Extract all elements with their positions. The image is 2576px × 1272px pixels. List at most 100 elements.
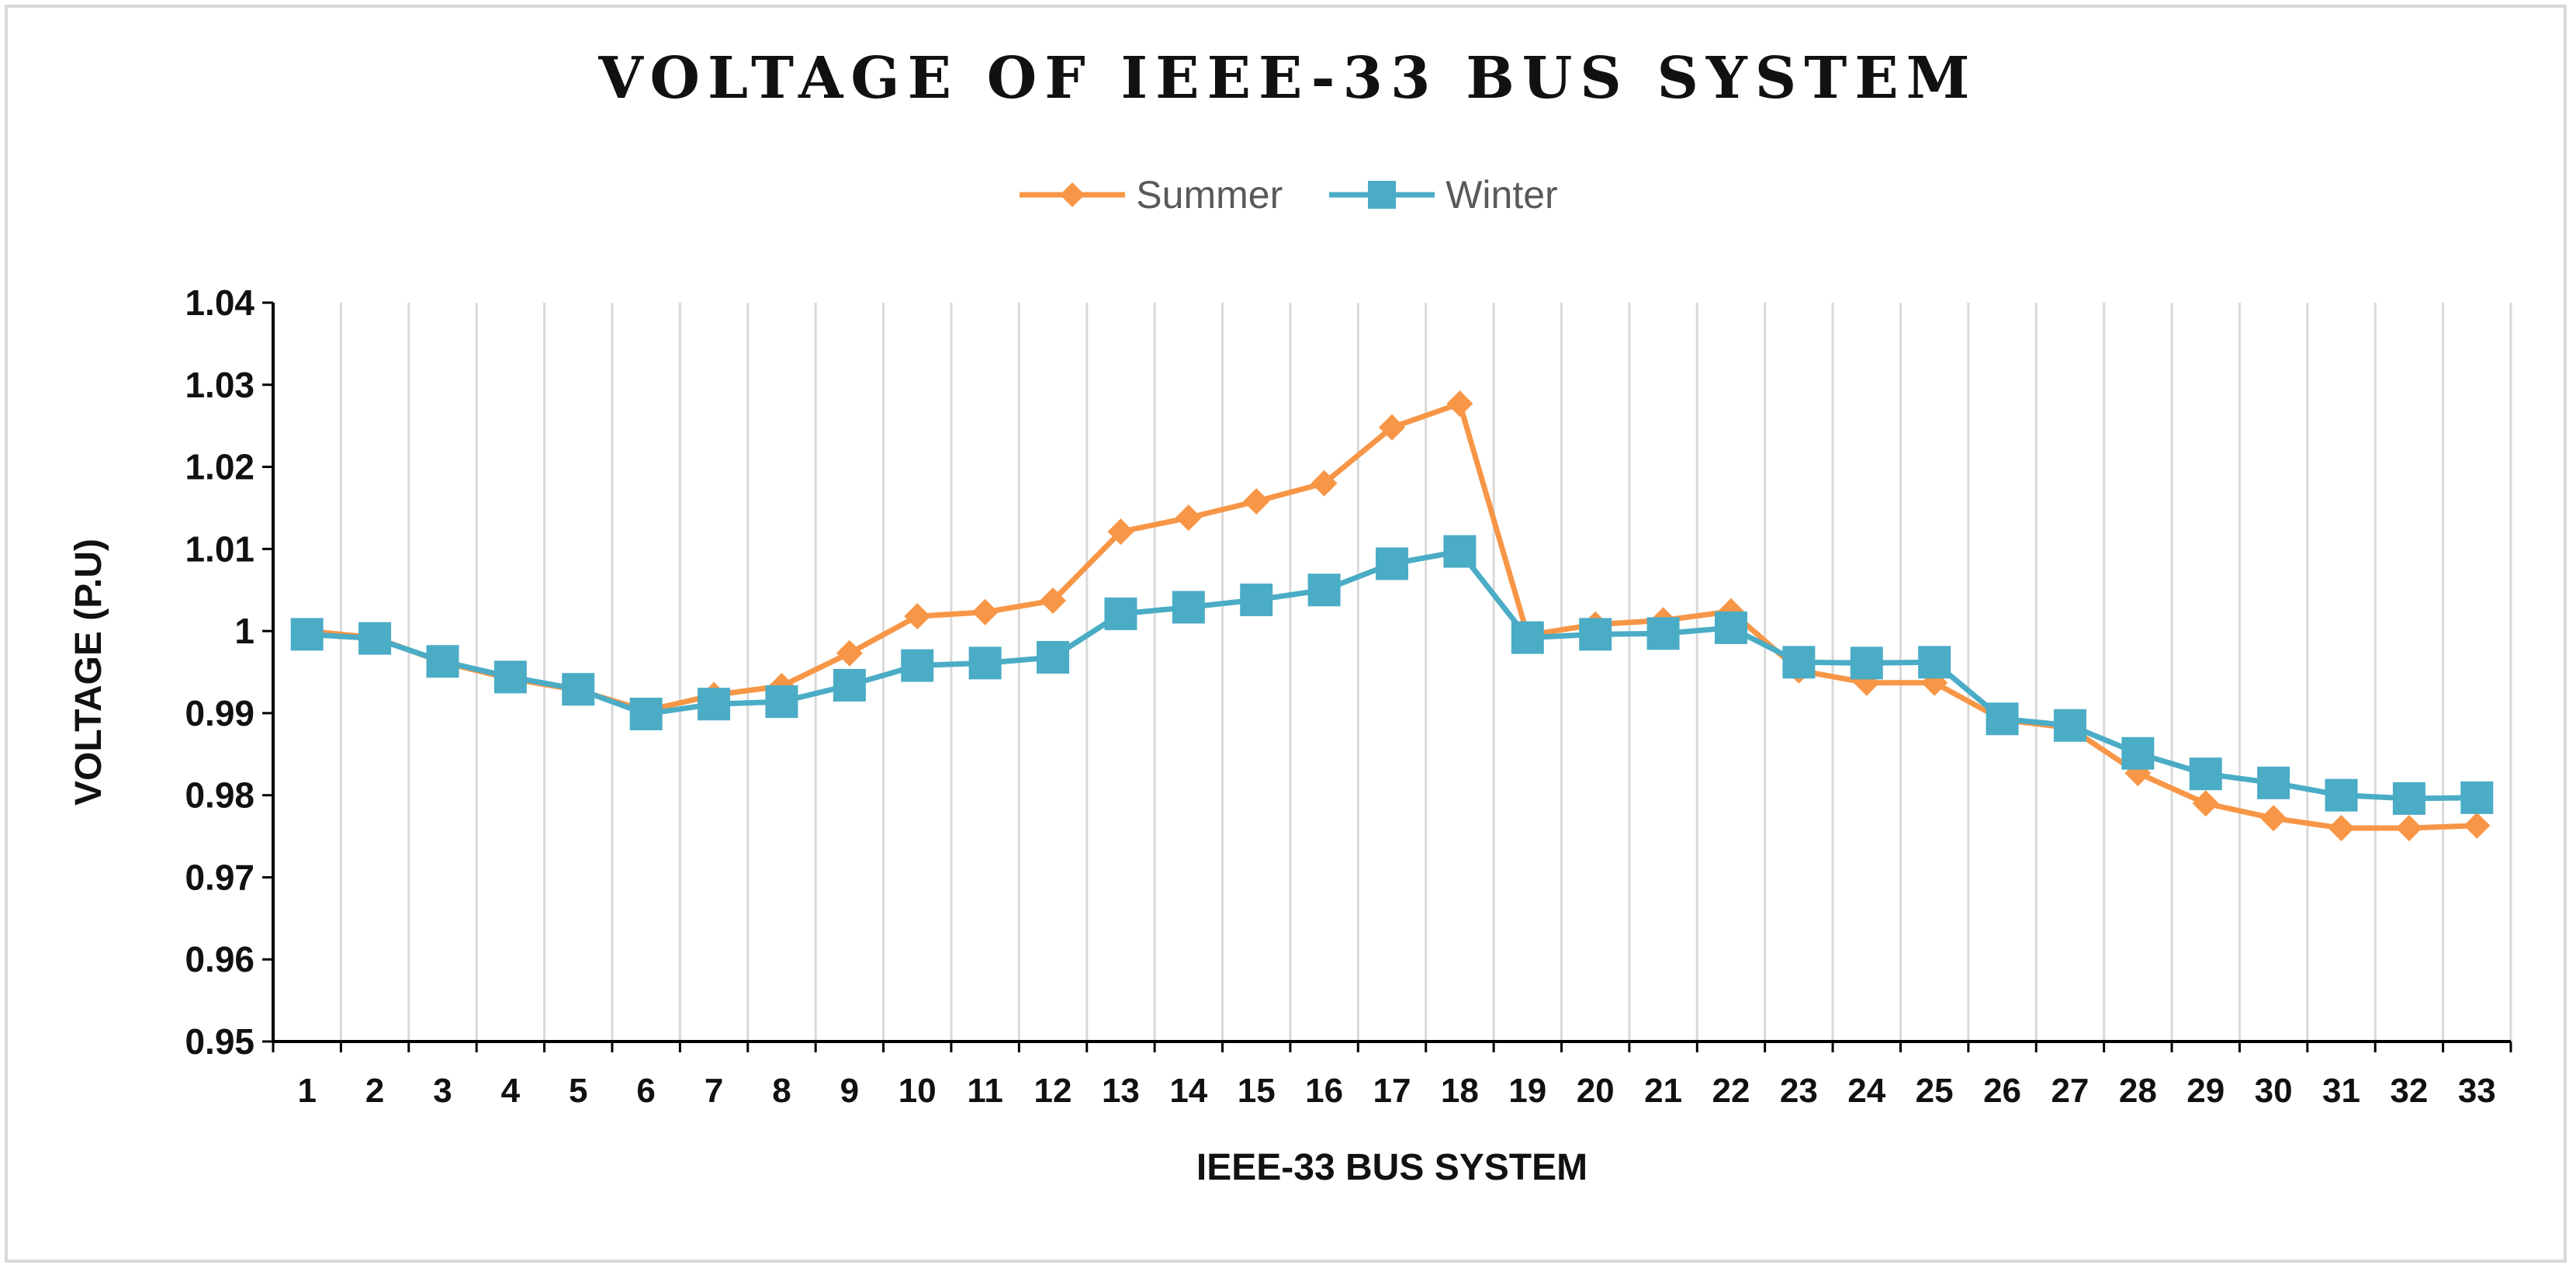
- x-axis-label: IEEE-33 BUS SYSTEM: [1196, 1147, 1587, 1188]
- data-point-winter[interactable]: [833, 668, 866, 702]
- x-tick-label: 11: [967, 1072, 1003, 1110]
- data-point-summer[interactable]: [1379, 414, 1405, 441]
- axes: [272, 303, 2512, 1052]
- x-tick-label: 7: [705, 1072, 723, 1110]
- data-point-winter[interactable]: [2460, 781, 2494, 814]
- y-tick-label: 1.03: [185, 365, 254, 405]
- data-point-summer[interactable]: [2328, 814, 2355, 841]
- data-point-winter[interactable]: [765, 685, 798, 719]
- x-tick-label: 9: [840, 1072, 859, 1110]
- data-point-summer[interactable]: [1311, 470, 1338, 497]
- x-tick-label: 30: [2255, 1072, 2293, 1110]
- data-point-summer[interactable]: [2260, 805, 2287, 832]
- x-tick-label: 32: [2390, 1072, 2428, 1110]
- data-point-winter[interactable]: [2325, 778, 2358, 812]
- x-tick-label: 2: [365, 1072, 384, 1110]
- x-tick-label: 12: [1034, 1072, 1072, 1110]
- x-tick-label: 8: [772, 1072, 791, 1110]
- data-point-summer[interactable]: [1243, 487, 1270, 515]
- x-tick-label: 16: [1305, 1072, 1343, 1110]
- data-point-winter[interactable]: [493, 660, 527, 694]
- data-point-summer[interactable]: [1040, 587, 1067, 614]
- data-point-winter[interactable]: [290, 618, 324, 651]
- chart-title: VOLTAGE OF IEEE-33 BUS SYSTEM: [598, 45, 1978, 112]
- x-tick-label: 23: [1780, 1072, 1818, 1110]
- data-point-winter[interactable]: [2257, 766, 2290, 799]
- legend-label-winter: Winter: [1446, 173, 1558, 217]
- data-point-winter[interactable]: [2392, 782, 2425, 815]
- x-tick-label: 10: [898, 1072, 937, 1110]
- data-point-winter[interactable]: [901, 649, 934, 682]
- x-tick-label: 26: [1983, 1072, 2021, 1110]
- data-point-summer[interactable]: [2463, 812, 2491, 839]
- y-axis-ticks: 0.95 0.96 0.97 0.98 0.99 1 1.01 1.02 1.03 1.04: [185, 282, 273, 1062]
- chart-frame: [5, 5, 2567, 1263]
- data-point-summer[interactable]: [2192, 790, 2219, 817]
- data-point-winter[interactable]: [426, 645, 459, 678]
- data-point-winter[interactable]: [1104, 597, 1137, 630]
- y-tick-label: 1.04: [185, 282, 254, 323]
- data-point-winter[interactable]: [1443, 535, 1477, 568]
- x-tick-label: 17: [1373, 1072, 1411, 1110]
- data-point-summer[interactable]: [1446, 390, 1473, 418]
- data-point-summer[interactable]: [1175, 504, 1202, 532]
- data-point-winter[interactable]: [1646, 617, 1680, 650]
- data-point-winter[interactable]: [1511, 621, 1544, 654]
- x-tick-label: 1: [297, 1072, 316, 1110]
- x-tick-label: 5: [569, 1072, 587, 1110]
- x-tick-label: 20: [1577, 1072, 1615, 1110]
- y-tick-label: 0.95: [185, 1021, 254, 1062]
- x-axis-ticks: 1 2 3 4 5 6 7 8 9 10 11 12 13 14 15 16 17 18 19 20 21 22 23 24 2…: [297, 1072, 2495, 1110]
- data-point-winter[interactable]: [358, 622, 392, 655]
- data-point-summer[interactable]: [904, 603, 931, 630]
- y-tick-label: 0.96: [185, 939, 254, 979]
- x-tick-label: 21: [1644, 1072, 1682, 1110]
- x-tick-label: 18: [1441, 1072, 1479, 1110]
- x-tick-label: 22: [1712, 1072, 1750, 1110]
- legend-marker-summer: [1020, 182, 1126, 207]
- x-tick-label: 14: [1169, 1072, 1207, 1110]
- data-point-winter[interactable]: [629, 697, 663, 730]
- y-tick-label: 1.02: [185, 447, 254, 487]
- data-point-winter[interactable]: [1918, 646, 1951, 679]
- data-point-winter[interactable]: [698, 688, 731, 721]
- data-point-winter[interactable]: [2053, 709, 2086, 742]
- data-point-summer[interactable]: [1107, 518, 1134, 546]
- data-point-winter[interactable]: [968, 646, 1002, 680]
- y-tick-label: 1.01: [185, 529, 254, 569]
- legend-item-summer[interactable]: Summer: [1018, 172, 1283, 217]
- x-tick-label: 27: [2051, 1072, 2089, 1110]
- data-point-summer[interactable]: [971, 598, 999, 626]
- legend-label-summer: Summer: [1136, 173, 1283, 217]
- data-point-winter[interactable]: [1714, 611, 1747, 644]
- data-point-summer[interactable]: [836, 639, 863, 667]
- x-tick-label: 3: [433, 1072, 452, 1110]
- data-point-winter[interactable]: [1037, 640, 1070, 674]
- data-point-winter[interactable]: [1986, 702, 2019, 736]
- x-tick-label: 33: [2458, 1072, 2496, 1110]
- data-point-winter[interactable]: [1376, 547, 1408, 581]
- x-tick-label: 24: [1847, 1072, 1885, 1110]
- x-tick-label: 19: [1508, 1072, 1546, 1110]
- x-tick-label: 4: [501, 1072, 521, 1110]
- x-tick-label: 28: [2119, 1072, 2157, 1110]
- data-point-winter[interactable]: [1172, 591, 1205, 624]
- data-point-winter[interactable]: [2121, 737, 2155, 770]
- y-tick-label: 1: [234, 611, 254, 651]
- data-point-winter[interactable]: [2189, 757, 2222, 791]
- y-tick-label: 0.99: [185, 693, 254, 733]
- legend: Summer Winter: [0, 172, 2576, 217]
- data-point-winter[interactable]: [1307, 574, 1341, 607]
- data-point-winter[interactable]: [1850, 646, 1883, 680]
- legend-item-winter[interactable]: Winter: [1328, 172, 1558, 217]
- legend-marker-winter: [1329, 181, 1435, 209]
- x-tick-label: 15: [1238, 1072, 1276, 1110]
- data-point-winter[interactable]: [562, 673, 595, 706]
- data-point-winter[interactable]: [1240, 583, 1273, 616]
- data-point-winter[interactable]: [1579, 618, 1612, 651]
- x-tick-label: 6: [636, 1072, 655, 1110]
- y-tick-label: 0.98: [185, 775, 254, 816]
- data-point-summer[interactable]: [2395, 814, 2422, 841]
- data-point-winter[interactable]: [1782, 646, 1816, 679]
- x-tick-label: 31: [2322, 1072, 2360, 1110]
